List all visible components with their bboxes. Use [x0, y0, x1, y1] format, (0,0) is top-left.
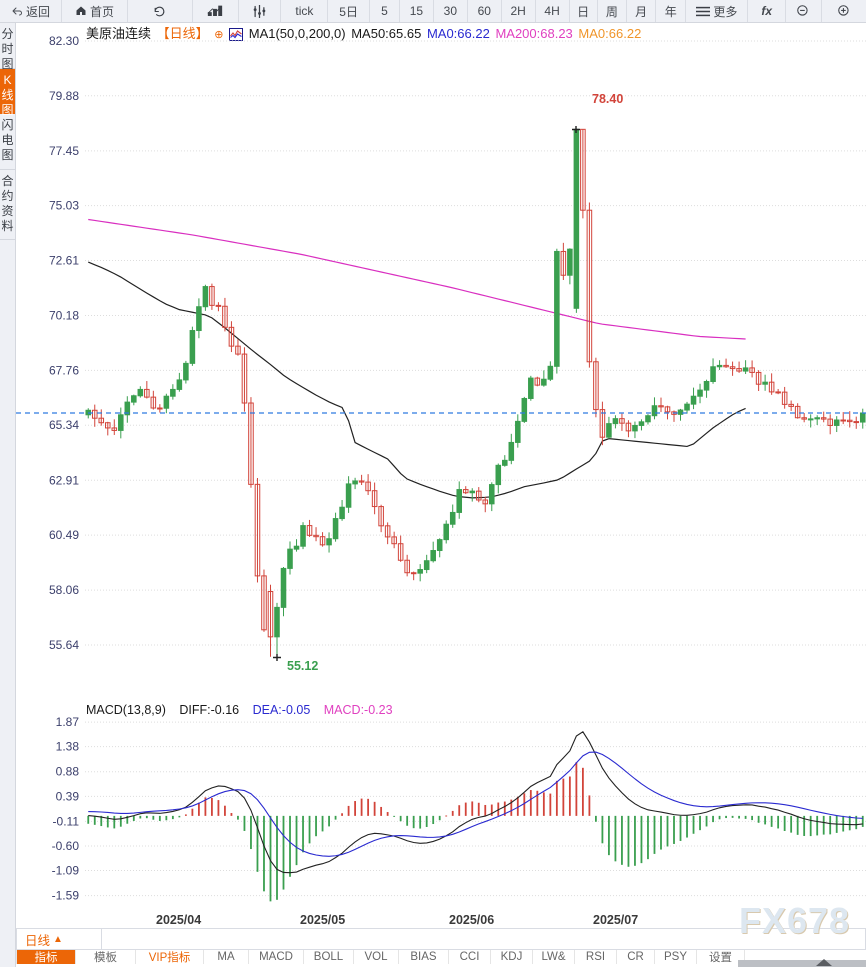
svg-text:-1.09: -1.09: [52, 864, 80, 878]
svg-text:-1.59: -1.59: [52, 889, 80, 903]
svg-text:0.39: 0.39: [56, 789, 80, 803]
svg-text:-0.11: -0.11: [53, 814, 80, 828]
svg-text:1.38: 1.38: [56, 740, 80, 754]
svg-text:-0.60: -0.60: [52, 839, 80, 853]
svg-text:1.87: 1.87: [56, 715, 80, 729]
svg-text:0.88: 0.88: [56, 765, 80, 779]
